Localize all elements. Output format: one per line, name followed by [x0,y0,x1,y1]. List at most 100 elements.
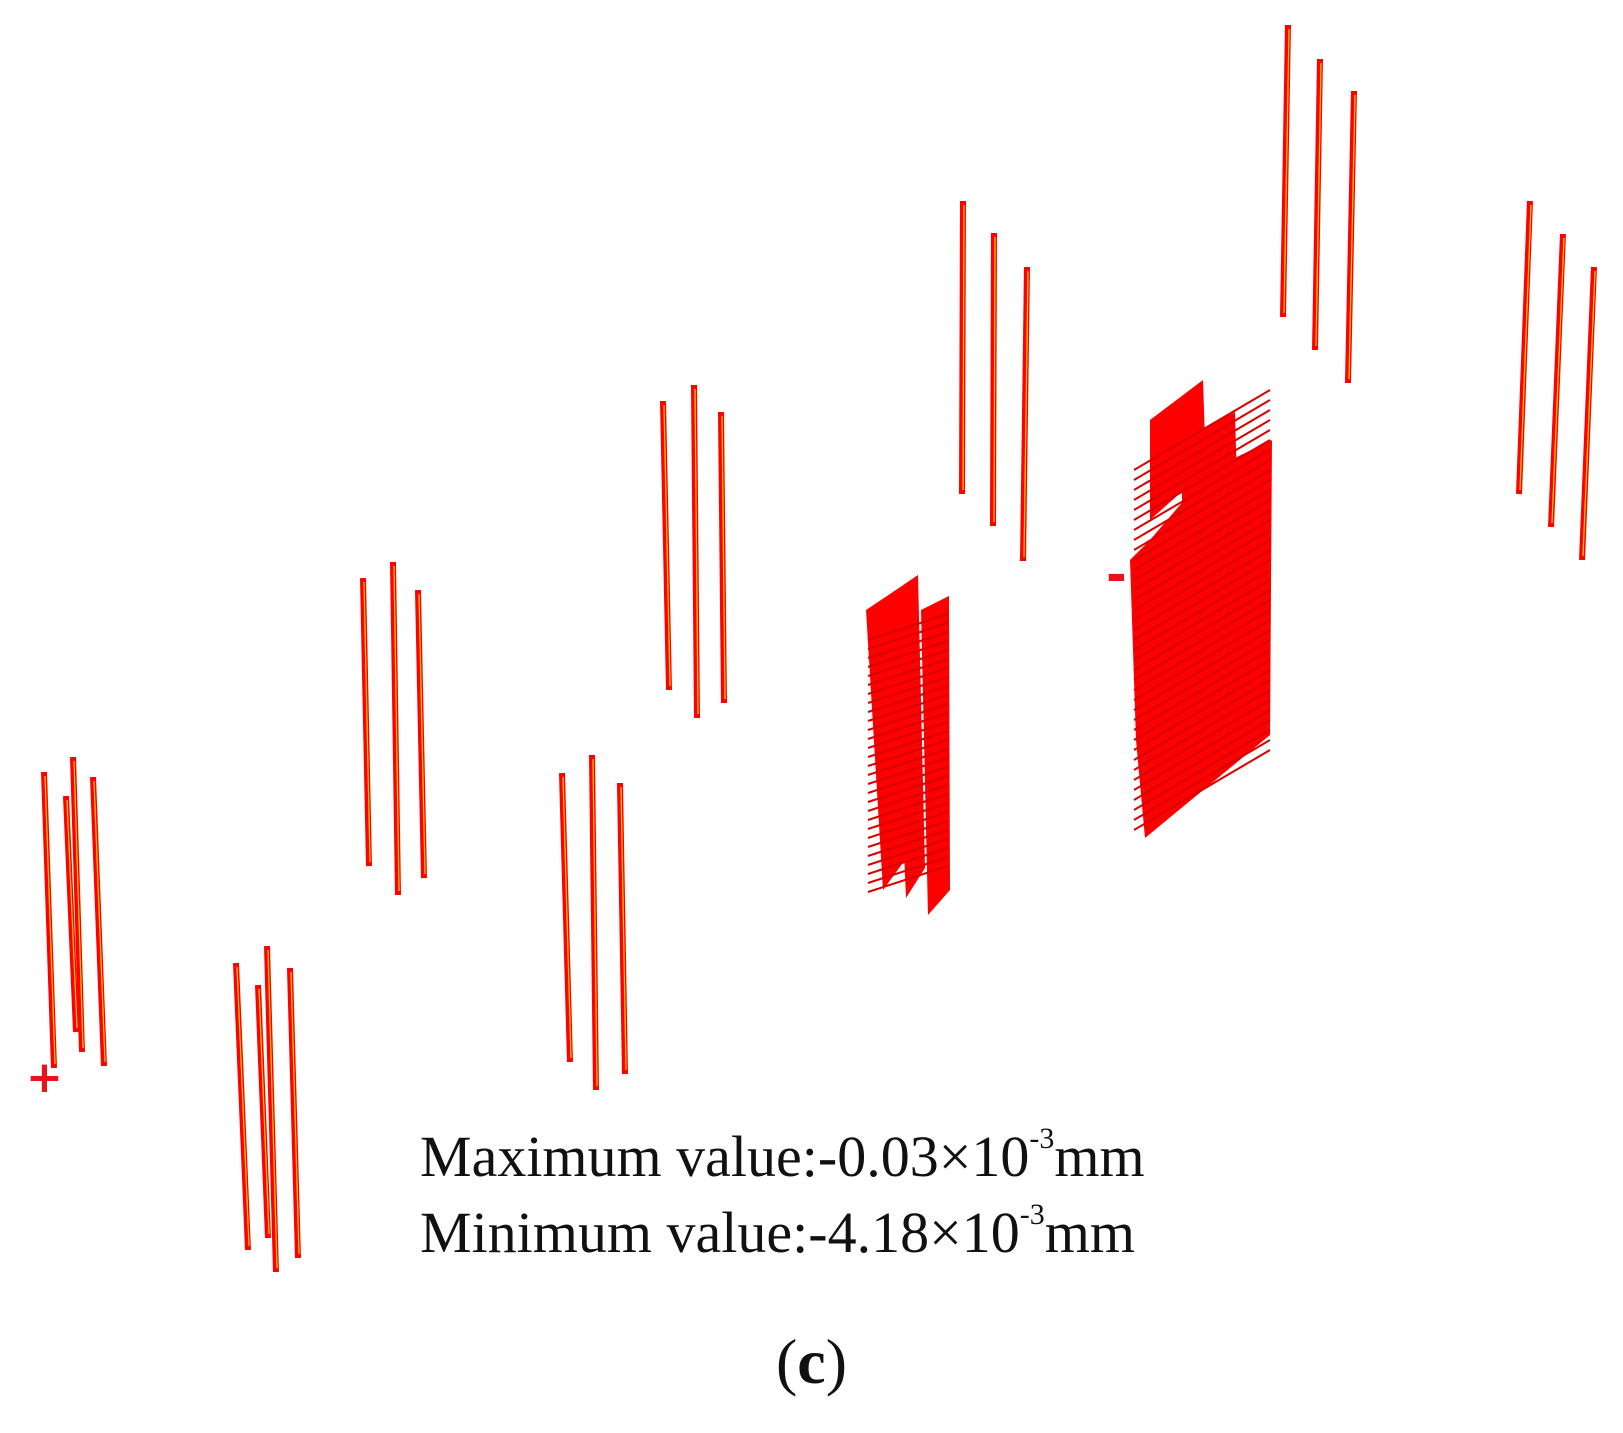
dense-stripe [867,793,949,821]
dense-stripe [1133,699,1271,781]
dense-stripe [1133,429,1271,511]
dense-stripe [867,784,949,812]
dense-stripe [867,829,949,857]
member-line [1020,266,1030,562]
member-highlight [1551,237,1565,524]
member-line [1345,90,1357,384]
member-line [617,782,628,1075]
dense-stripe [1133,589,1271,671]
member-highlight [663,404,671,687]
member-highlight [1315,62,1322,347]
member-line [264,945,279,1273]
dense-stripe [867,613,949,641]
member-line [41,771,57,1069]
dense-stripe [867,685,949,713]
dense-stripe [1133,579,1271,661]
member-line [1579,266,1597,561]
member-highlight [73,760,84,1049]
maximum-value-number: -0.03×10 [817,1124,1030,1189]
dense-stripe [1133,459,1271,541]
dense-stripe [1133,659,1271,741]
dense-stripe [867,622,949,650]
dense-stripe [1133,669,1271,751]
dense-stripe [1133,629,1271,711]
dense-stripe [867,640,949,668]
dense-stripe [867,676,949,704]
member-highlight [1283,28,1290,314]
dense-stripe [1133,739,1271,821]
dense-stripe [1133,689,1271,771]
dense-stripe [867,667,949,695]
maximum-value-exponent: -3 [1029,1122,1055,1155]
member-highlight [1348,94,1356,380]
member-highlight [993,236,996,523]
dense-stripe [1133,479,1271,561]
positive-marker: + [26,1052,63,1103]
dense-stripe [867,694,949,722]
member-line [1516,200,1533,495]
member-highlight [363,581,371,863]
dense-stripe [1133,709,1271,791]
dense-stripe [867,856,949,884]
dense-stripe [1133,549,1271,631]
dense-stripe [1133,749,1271,831]
dense-stripe [1133,729,1271,811]
minimum-value-unit: mm [1044,1200,1136,1265]
member-line [70,756,85,1053]
member-highlight [562,776,572,1059]
minimum-value-number: -4.18×10 [808,1200,1020,1265]
member-line [90,776,107,1067]
maximum-value-label: Maximum value: [420,1124,818,1189]
member-highlight [1023,270,1029,558]
member-line [255,984,271,1239]
member-line [1280,24,1291,318]
member-line [718,411,727,704]
dense-stripe [867,730,949,758]
member-highlight [66,799,78,1029]
dense-stripe [867,721,949,749]
member-highlight [1519,204,1532,491]
dense-stripe [867,802,949,830]
member-line [1548,233,1566,528]
dense-stripe [867,739,949,767]
dense-stripe [1133,569,1271,651]
negative-marker: - [1106,546,1127,604]
member-highlight [1582,270,1596,557]
member-highlight [267,949,278,1269]
member-highlight [418,593,426,875]
dense-stripe [1133,719,1271,801]
member-line [660,400,672,691]
dense-stripe [1133,409,1271,491]
dense-stripe [1133,599,1271,681]
member-highlight [44,775,56,1065]
member-highlight [258,988,270,1235]
dense-slab [921,596,950,915]
dense-stripe [1133,529,1271,611]
dense-stripe [867,631,949,659]
dense-stripe [867,658,949,686]
dense-stripe [1133,539,1271,621]
member-line [63,795,79,1033]
member-highlight [592,758,598,1087]
dense-stripe [1133,609,1271,691]
member-line [287,967,301,1259]
dense-stripe [1133,449,1271,531]
member-highlight [962,204,965,491]
dense-stripe [867,757,949,785]
member-highlight [236,966,250,1247]
member-line [1312,58,1323,351]
maximum-value-unit: mm [1054,1124,1145,1189]
dense-stripe [867,712,949,740]
dense-stripe [867,775,949,803]
member-highlight [290,971,300,1255]
member-highlight [393,565,400,892]
dense-stripe [867,766,949,794]
dense-stripe [1133,499,1271,581]
dense-stripe [1133,469,1271,551]
dense-stripe [867,811,949,839]
member-line [990,232,997,527]
dense-slab [1150,380,1206,520]
dense-stripe [1133,419,1271,501]
minimum-value-text: Minimum value:-4.18×10-3mm [420,1200,1135,1262]
